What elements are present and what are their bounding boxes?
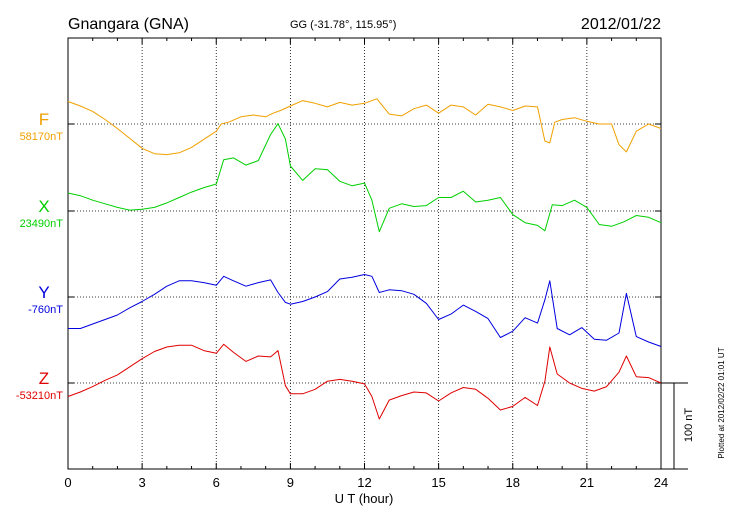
x-tick-label: 21 xyxy=(580,475,594,490)
series-name-x: X xyxy=(38,197,49,216)
x-tick-label: 9 xyxy=(287,475,294,490)
x-tick-label: 15 xyxy=(431,475,445,490)
series-name-y: Y xyxy=(38,283,49,302)
series-name-z: Z xyxy=(39,369,49,388)
x-tick-label: 12 xyxy=(357,475,371,490)
scale-label: 100 nT xyxy=(683,408,695,443)
series-baseline-z: -53210nT xyxy=(16,390,63,402)
trace-y xyxy=(68,274,662,347)
series-baseline-f: 58170nT xyxy=(20,131,64,143)
traces xyxy=(67,98,662,420)
trace-z xyxy=(67,343,662,420)
scale-bar: 100 nT xyxy=(661,382,695,470)
series-name-f: F xyxy=(39,110,49,129)
series-labels: F 58170nT X 23490nT Y -760nT Z -53210nT xyxy=(16,110,63,402)
x-axis-ticks: 0 3 6 9 12 15 18 21 24 xyxy=(64,38,668,490)
x-tick-label: 0 xyxy=(64,475,71,490)
x-tick-label: 24 xyxy=(654,475,668,490)
series-baseline-y: -760nT xyxy=(28,304,63,316)
trace-f xyxy=(67,98,662,156)
x-tick-label: 18 xyxy=(506,475,520,490)
grid xyxy=(68,38,661,469)
station-coords: GG (-31.78°, 115.95°) xyxy=(290,19,396,31)
date-label: 2012/01/22 xyxy=(581,16,661,33)
series-baseline-x: 23490nT xyxy=(20,218,64,230)
plotted-note: Plotted at 2012/02/22 01:01 UT xyxy=(717,347,726,458)
station-title: Gnangara (GNA) xyxy=(68,16,189,33)
x-tick-label: 6 xyxy=(213,475,220,490)
trace-x xyxy=(67,123,662,233)
x-tick-label: 3 xyxy=(139,475,146,490)
x-axis-label: U T (hour) xyxy=(335,491,394,506)
